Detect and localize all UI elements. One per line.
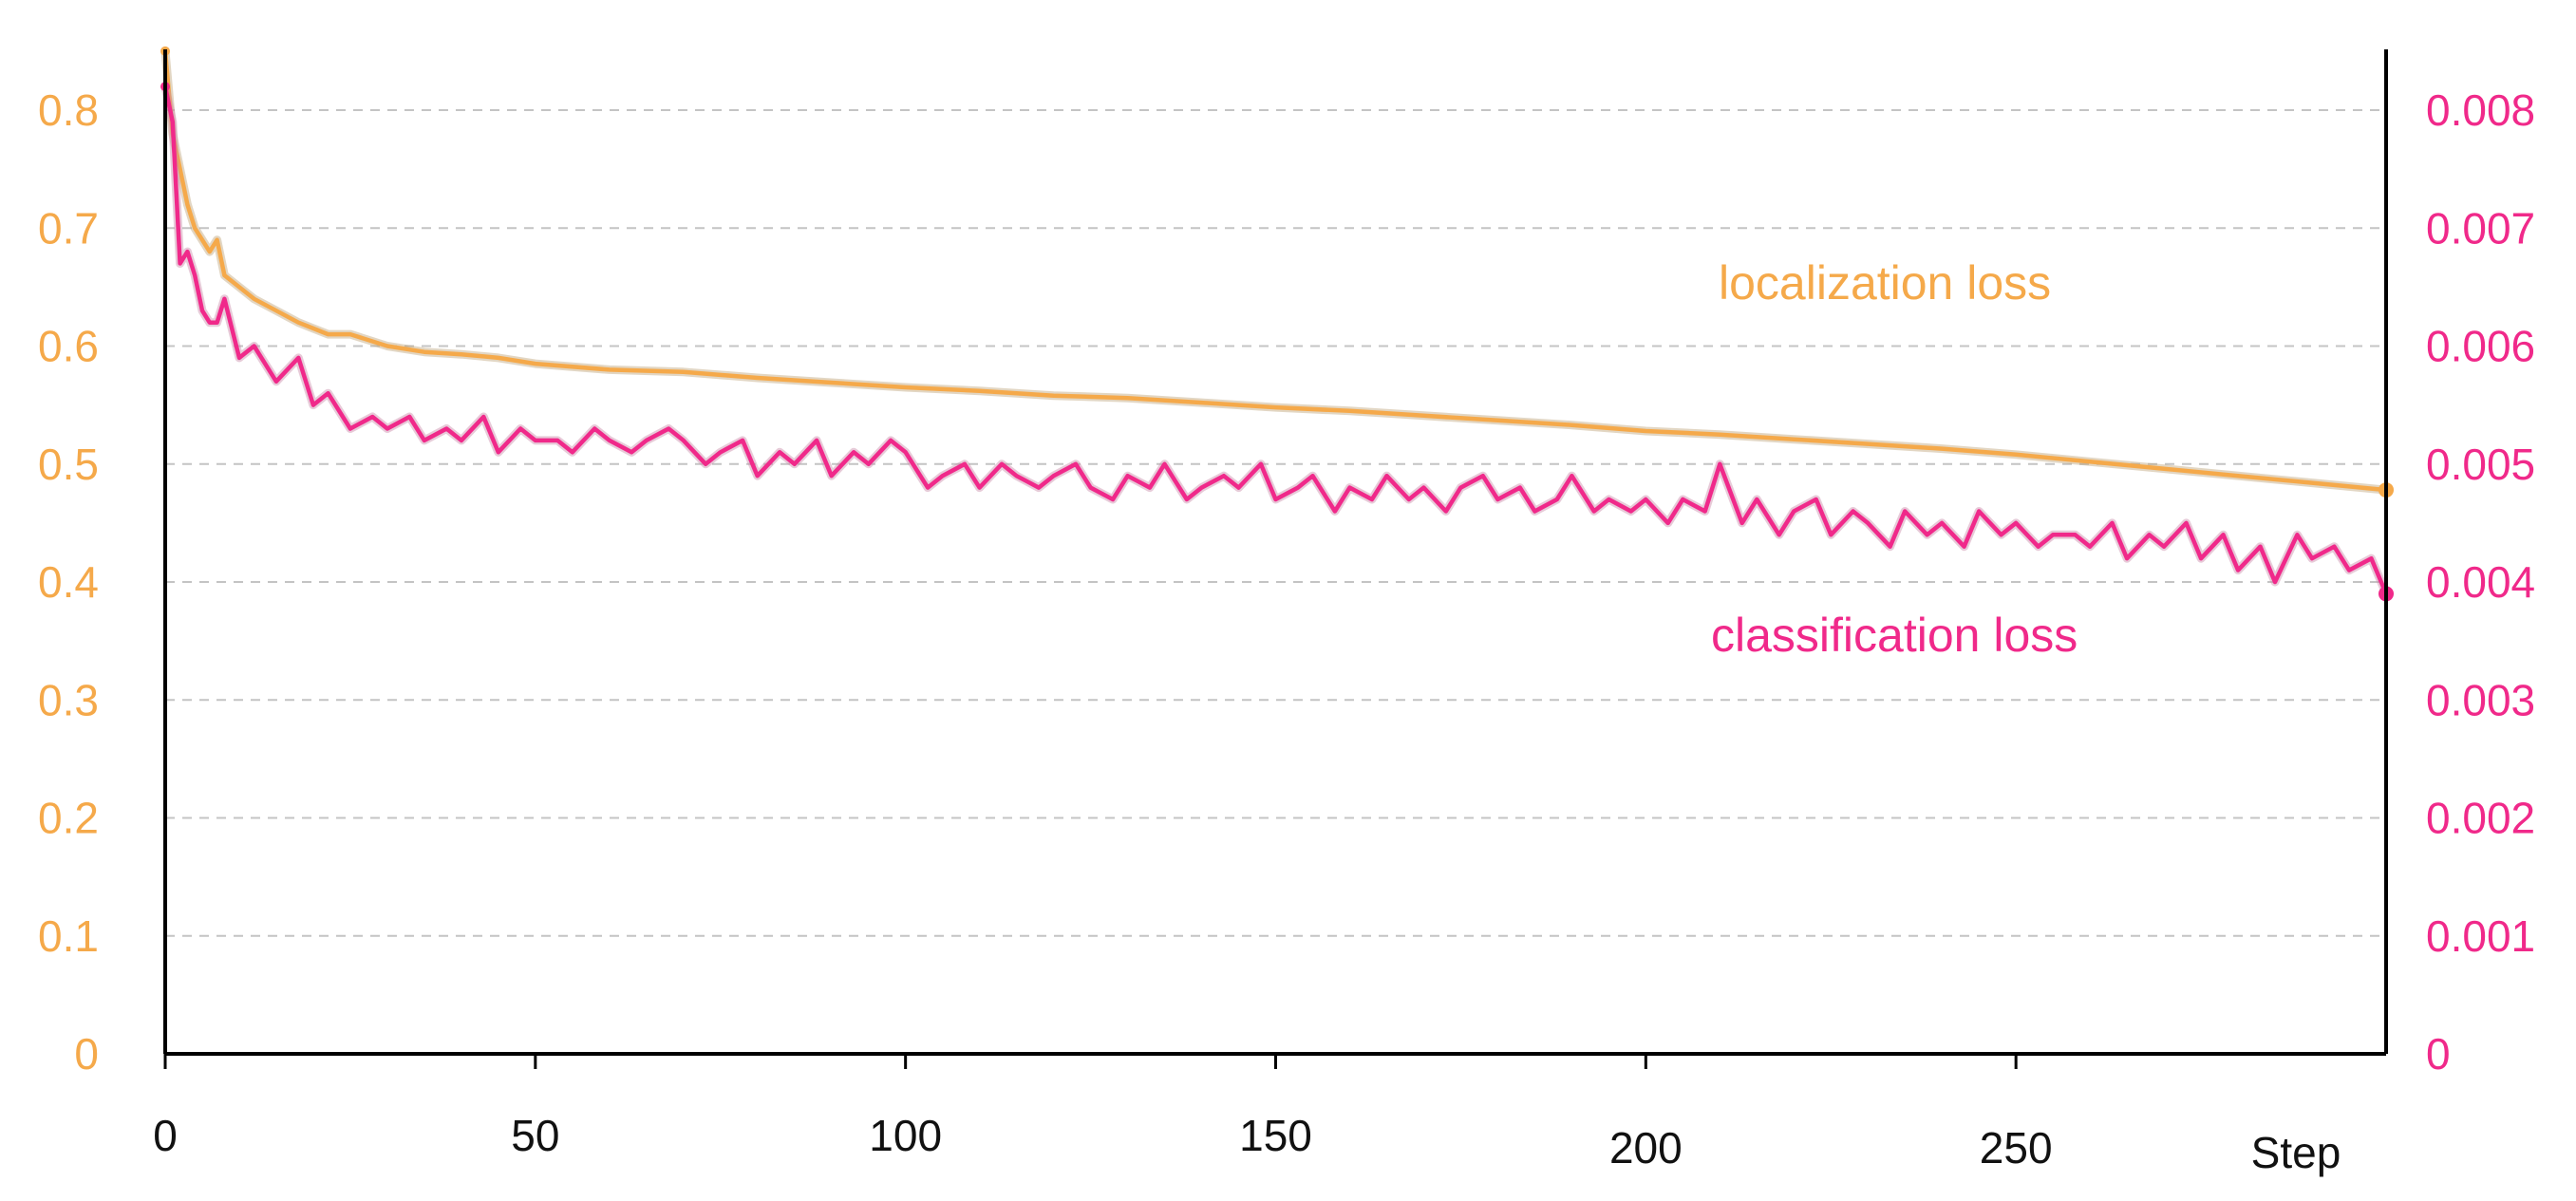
series-classification-loss [160, 82, 2394, 602]
right-y-tick-label: 0.004 [2426, 557, 2535, 607]
left-y-tick-label: 0.6 [38, 322, 99, 371]
left-y-tick-label: 0.7 [38, 203, 99, 253]
right-y-tick-label: 0 [2426, 1029, 2451, 1079]
left-y-tick-label: 0 [74, 1029, 99, 1079]
left-y-ticks: 0 0.1 0.2 0.3 0.4 0.5 0.6 0.7 0.8 [38, 85, 99, 1079]
x-tick-label: 100 [869, 1111, 942, 1160]
x-tick-label: 200 [1609, 1123, 1683, 1173]
series-line-shadow [160, 50, 2387, 495]
right-y-tick-label: 0.001 [2426, 911, 2535, 961]
x-tick-label: 250 [1980, 1123, 2053, 1173]
x-axis-label: Step [2251, 1128, 2341, 1177]
left-y-tick-label: 0.3 [38, 675, 99, 724]
left-y-tick-label: 0.4 [38, 557, 99, 607]
axes [163, 49, 2388, 1056]
series-layer [160, 46, 2394, 602]
x-tick-label: 50 [511, 1111, 559, 1160]
left-y-tick-label: 0.8 [38, 85, 99, 135]
x-ticks: 0 50 100 150 200 250 [153, 1054, 2053, 1173]
right-y-tick-label: 0.007 [2426, 203, 2535, 253]
x-tick-label: 150 [1239, 1111, 1312, 1160]
x-tick-label: 0 [153, 1111, 178, 1160]
grid-lines [165, 109, 2386, 937]
right-y-tick-label: 0.002 [2426, 794, 2535, 843]
left-y-tick-label: 0.1 [38, 911, 99, 961]
right-y-tick-label: 0.003 [2426, 675, 2535, 724]
series-line [162, 50, 2387, 493]
series-label-localization: localization loss [1719, 256, 2051, 310]
series-line-shadow [160, 85, 2391, 596]
series-line [162, 85, 2389, 595]
series-label-classification: classification loss [1711, 609, 2078, 662]
right-y-tick-label: 0.008 [2426, 85, 2535, 135]
series-localization-loss [160, 46, 2394, 498]
right-y-ticks: 0 0.001 0.002 0.003 0.004 0.005 0.006 0.007 0.00… [2426, 85, 2535, 1079]
left-y-tick-label: 0.5 [38, 440, 99, 489]
left-y-tick-label: 0.2 [38, 794, 99, 843]
right-y-tick-label: 0.005 [2426, 440, 2535, 489]
right-y-tick-label: 0.006 [2426, 322, 2535, 371]
